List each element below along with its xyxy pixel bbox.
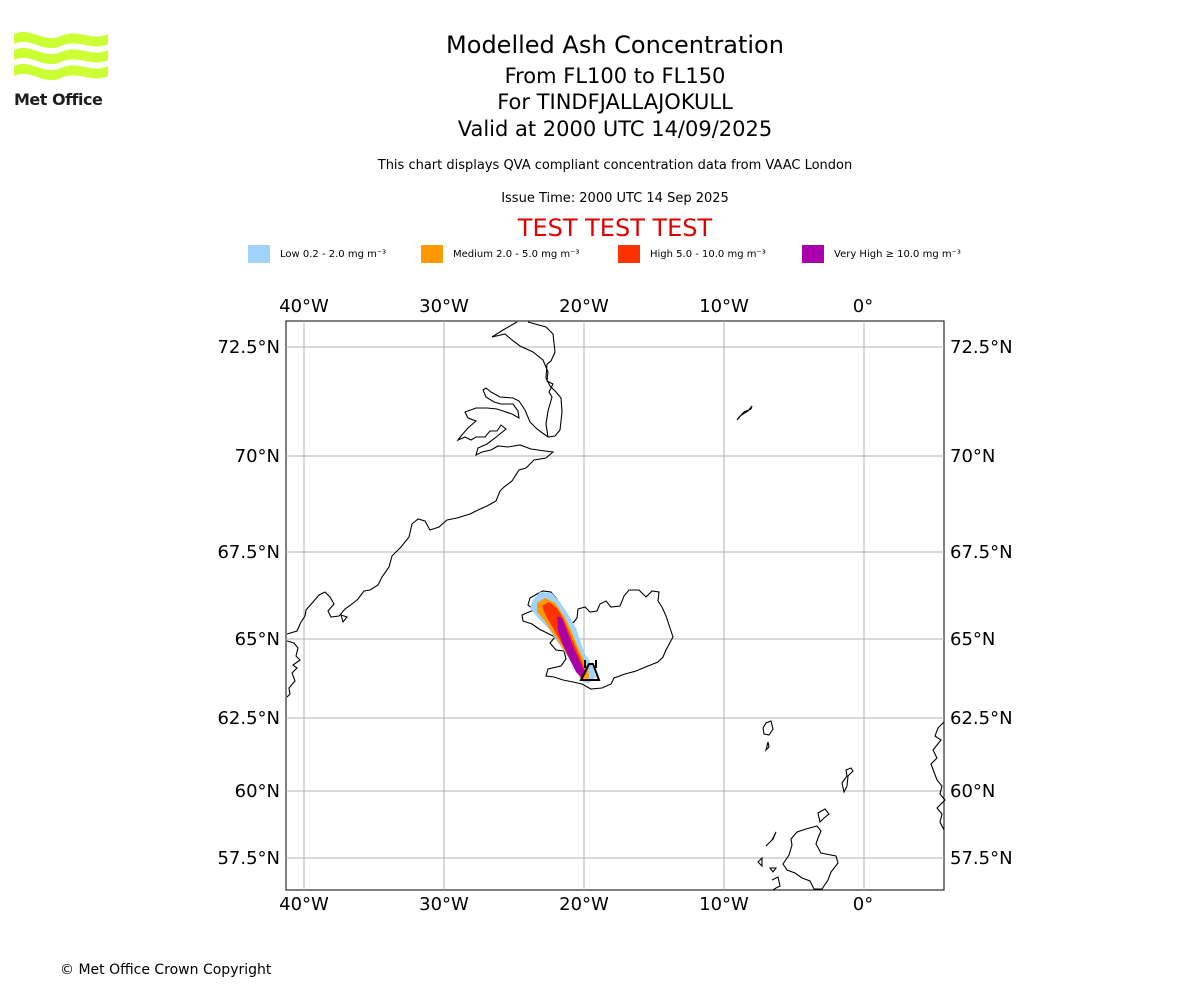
lat-label-right: 57.5°N <box>950 848 1013 869</box>
lat-label-right: 62.5°N <box>950 708 1013 729</box>
map-frame <box>285 320 945 891</box>
hebrides <box>757 831 781 891</box>
legend-label-low: Low 0.2 - 2.0 mg m⁻³ <box>280 248 387 260</box>
lat-label-left: 67.5°N <box>217 542 280 563</box>
lat-labels-left: 72.5°N 70°N 67.5°N 65°N 62.5°N 60°N 57.5… <box>217 337 280 869</box>
issue-time: Issue Time: 2000 UTC 14 Sep 2025 <box>501 191 729 206</box>
iceland-coast <box>521 589 674 690</box>
copyright-notice: © Met Office Crown Copyright <box>60 962 272 978</box>
volcano-name: For TINDFJALLAJOKULL <box>497 90 733 114</box>
lon-label-top: 30°W <box>419 296 469 317</box>
norway-coast <box>930 721 946 831</box>
valid-time: Valid at 2000 UTC 14/09/2025 <box>457 117 773 141</box>
test-banner: TEST TEST TEST <box>517 214 713 242</box>
lat-label-left: 72.5°N <box>217 337 280 358</box>
chart-title: Modelled Ash Concentration <box>446 31 784 59</box>
ash-plume-very-high <box>557 616 585 678</box>
lat-label-left: 70°N <box>235 446 280 467</box>
greenland-coast-south <box>286 640 301 698</box>
legend-swatch-high <box>618 245 640 263</box>
coastlines-east <box>757 720 946 891</box>
flight-levels: From FL100 to FL150 <box>504 64 726 88</box>
legend-label-high: High 5.0 - 10.0 mg m⁻³ <box>650 248 766 260</box>
legend-swatch-very-high <box>802 245 824 263</box>
legend-item-very-high: Very High ≥ 10.0 mg m⁻³ <box>802 244 961 264</box>
lon-label-top: 0° <box>853 296 873 317</box>
lat-label-right: 72.5°N <box>950 337 1013 358</box>
greenland-island <box>340 614 348 624</box>
volcano-icon <box>579 660 601 681</box>
legend: Low 0.2 - 2.0 mg m⁻³ Medium 2.0 - 5.0 mg… <box>0 244 1200 264</box>
ash-plume <box>530 592 596 684</box>
faroe-islands <box>762 720 774 752</box>
legend-label-very-high: Very High ≥ 10.0 mg m⁻³ <box>834 248 961 260</box>
lon-label-bottom: 0° <box>853 894 873 915</box>
lon-label-bottom: 10°W <box>699 894 749 915</box>
lon-label-bottom: 40°W <box>279 894 329 915</box>
lat-label-left: 60°N <box>235 781 280 802</box>
scotland-coast <box>782 825 839 890</box>
lon-label-top: 10°W <box>699 296 749 317</box>
lon-labels-bottom: 40°W 30°W 20°W 10°W 0° <box>279 894 873 915</box>
coastlines <box>286 321 753 698</box>
logo-text: Met Office <box>14 90 103 109</box>
shetland-islands <box>841 767 854 794</box>
legend-item-low: Low 0.2 - 2.0 mg m⁻³ <box>248 244 386 264</box>
lat-label-right: 70°N <box>950 446 995 467</box>
lat-label-left: 62.5°N <box>217 708 280 729</box>
legend-swatch-low <box>248 245 270 263</box>
lat-label-left: 57.5°N <box>217 848 280 869</box>
lat-labels-right: 72.5°N 70°N 67.5°N 65°N 62.5°N 60°N 57.5… <box>950 337 1013 869</box>
lon-label-top: 40°W <box>279 296 329 317</box>
lon-label-bottom: 30°W <box>419 894 469 915</box>
lat-label-right: 60°N <box>950 781 995 802</box>
met-office-logo: Met Office <box>14 30 108 112</box>
compliance-note: This chart displays QVA compliant concen… <box>377 158 853 173</box>
lon-labels-top: 40°W 30°W 20°W 10°W 0° <box>279 296 873 317</box>
lat-label-right: 67.5°N <box>950 542 1013 563</box>
legend-item-high: High 5.0 - 10.0 mg m⁻³ <box>618 244 766 264</box>
legend-swatch-medium <box>421 245 443 263</box>
lat-label-right: 65°N <box>950 629 995 650</box>
gridlines <box>286 321 944 890</box>
legend-label-medium: Medium 2.0 - 5.0 mg m⁻³ <box>453 248 580 260</box>
met-office-wave-icon <box>14 31 108 81</box>
legend-item-medium: Medium 2.0 - 5.0 mg m⁻³ <box>421 244 579 264</box>
jan-mayen <box>736 405 753 421</box>
greenland-coast <box>286 321 563 635</box>
lon-label-top: 20°W <box>559 296 609 317</box>
lat-label-left: 65°N <box>235 629 280 650</box>
orkney-islands <box>817 808 830 824</box>
lon-label-bottom: 20°W <box>559 894 609 915</box>
